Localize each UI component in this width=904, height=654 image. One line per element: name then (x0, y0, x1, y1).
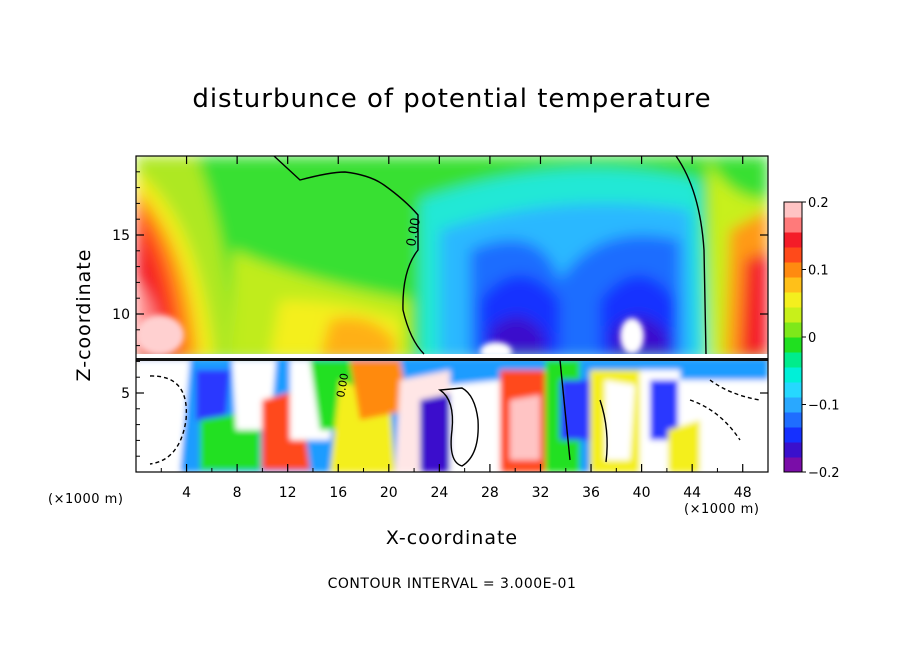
x-tick-label: 16 (329, 485, 347, 501)
colorbar-tick-label: −0.2 (808, 466, 840, 481)
colorbar-swatch (784, 352, 802, 368)
y-axis: 5 10 15 (112, 171, 768, 457)
y-tick-label: 10 (112, 307, 130, 323)
chart-title: disturbunce of potential temperature (192, 84, 712, 114)
colorbar-tick-label: 0.1 (808, 264, 829, 279)
colorbar-swatch (784, 247, 802, 263)
x-tick-label: 48 (734, 485, 752, 501)
x-tick-label: 28 (481, 485, 499, 501)
x-tick-label: 8 (233, 485, 242, 501)
colorbar-swatch (784, 337, 802, 353)
colorbar-swatch (784, 202, 802, 218)
colorbar-tick-label: 0.2 (808, 196, 829, 211)
colorbar-swatch (784, 427, 802, 443)
y-tick-label: 15 (112, 228, 130, 244)
x-tick-label: 32 (532, 485, 550, 501)
colorbar-swatch (784, 382, 802, 398)
x-tick-label: 4 (182, 485, 191, 501)
contour-interval-note: CONTOUR INTERVAL = 3.000E-01 (327, 576, 577, 592)
x-axis: 4 8 12 16 20 24 28 32 36 40 44 48 (160, 156, 752, 501)
x-tick-label: 24 (430, 485, 448, 501)
x-tick-label: 36 (582, 485, 600, 501)
x-tick-label: 12 (279, 485, 297, 501)
x-axis-label: X-coordinate (385, 527, 519, 549)
colorbar-swatch (784, 277, 802, 293)
colorbar-swatch (784, 232, 802, 248)
x-tick-label: 44 (683, 485, 701, 501)
colorbar-tick-label: −0.1 (808, 399, 840, 414)
colorbar-tick-label: 0 (808, 331, 816, 346)
colorbar-swatch (784, 457, 802, 473)
y-axis-label: Z-coordinate (73, 248, 95, 382)
colorbar-swatch (784, 322, 802, 338)
colorbar-swatch (784, 367, 802, 383)
heatmap-field (136, 156, 768, 472)
contour-label: 0.00 (334, 372, 351, 398)
colorbar-swatch (784, 442, 802, 458)
colorbar-swatch (784, 292, 802, 308)
colorbar-swatch (784, 217, 802, 233)
x-tick-label: 40 (633, 485, 651, 501)
colorbar-swatch (784, 412, 802, 428)
colorbar-swatch (784, 307, 802, 323)
colorbar-swatch (784, 262, 802, 278)
x-tick-label: 20 (380, 485, 398, 501)
colorbar: 0.2 0.1 0 −0.1 −0.2 (783, 196, 840, 481)
contour-label: 0.00 (404, 217, 424, 248)
x-axis-unit: (×1000 m) (48, 492, 124, 507)
x-axis-unit-right: (×1000 m) (684, 502, 760, 517)
y-tick-label: 5 (121, 386, 130, 402)
colorbar-swatch (784, 397, 802, 413)
